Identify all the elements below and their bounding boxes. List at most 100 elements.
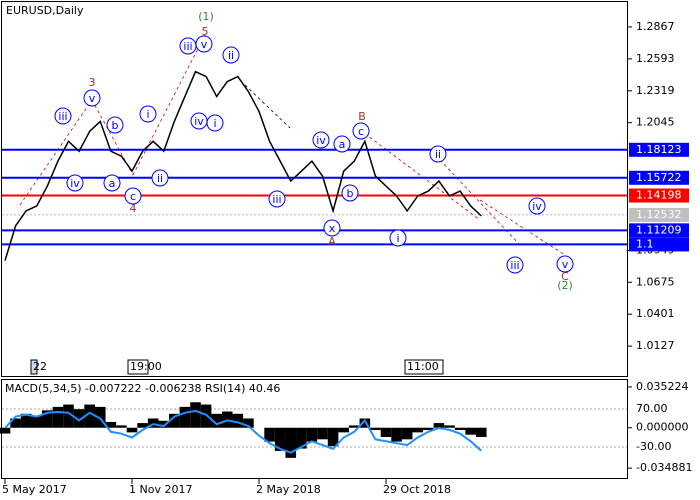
wave-label: A bbox=[328, 235, 336, 248]
level-label-box bbox=[629, 142, 689, 157]
histogram-bar bbox=[31, 416, 43, 428]
histogram-bar bbox=[20, 413, 32, 428]
wave-circle bbox=[528, 197, 546, 215]
trend-line bbox=[91, 99, 134, 176]
wave-circle bbox=[195, 35, 213, 53]
histogram-bar bbox=[274, 427, 286, 451]
indicator-title: MACD(5,34,5) -0.007222 -0.006238 RSI(14)… bbox=[5, 382, 280, 395]
wave-circle bbox=[103, 174, 121, 192]
wave-label: (1) bbox=[198, 10, 214, 23]
time-marker-box bbox=[404, 359, 444, 375]
histogram-bar bbox=[63, 404, 74, 428]
wave-circle bbox=[222, 46, 240, 64]
histogram-bar bbox=[126, 427, 138, 433]
wave-label: iii bbox=[272, 193, 281, 206]
x-tick-label: 1 Nov 2017 bbox=[129, 483, 192, 496]
wave-label: (2) bbox=[557, 279, 573, 292]
time-marker-box bbox=[127, 359, 149, 375]
wave-label: i bbox=[146, 108, 149, 121]
y-tick-label: 1.2593 bbox=[636, 52, 675, 65]
histogram-bar bbox=[243, 418, 254, 428]
y-tick-label: 1.0127 bbox=[636, 339, 675, 352]
wave-label: 4 bbox=[130, 202, 137, 215]
y-tick-label: -0.034881 bbox=[636, 461, 692, 474]
trend-line bbox=[132, 34, 206, 176]
histogram-bar bbox=[380, 427, 392, 437]
wave-circle bbox=[323, 219, 341, 237]
level-label: 1.11209 bbox=[636, 223, 682, 236]
x-tick-label: 2 May 2018 bbox=[256, 483, 321, 496]
wave-circle bbox=[54, 107, 72, 125]
wave-label: i bbox=[396, 232, 399, 245]
wave-circle bbox=[506, 256, 524, 274]
x-tick-label: 29 Oct 2018 bbox=[383, 483, 451, 496]
wave-circle bbox=[83, 89, 101, 107]
wave-label: v bbox=[201, 38, 208, 51]
histogram-bar bbox=[116, 425, 127, 428]
level-label: 1.15722 bbox=[636, 171, 682, 184]
histogram-bar bbox=[200, 404, 212, 428]
main-panel bbox=[1, 1, 628, 377]
trend-line bbox=[479, 199, 566, 256]
histogram-bar bbox=[94, 406, 106, 428]
wave-label: ii bbox=[435, 148, 441, 161]
level-label-box bbox=[629, 237, 689, 252]
wave-label: iv bbox=[70, 177, 80, 190]
histogram-bar bbox=[84, 404, 95, 428]
histogram-bar bbox=[0, 427, 11, 434]
wave-circle bbox=[312, 131, 330, 149]
histogram-bar bbox=[190, 402, 201, 428]
histogram-bar bbox=[306, 427, 318, 442]
y-tick-label: 1.0401 bbox=[636, 307, 675, 320]
histogram-bar bbox=[370, 427, 381, 431]
histogram-bar bbox=[232, 413, 244, 428]
wave-label: b bbox=[112, 119, 119, 132]
histogram-bar bbox=[359, 418, 371, 428]
histogram-bar bbox=[317, 427, 328, 440]
wave-label: iii bbox=[183, 40, 192, 53]
histogram-bar bbox=[264, 427, 275, 442]
wave-label: v bbox=[89, 92, 96, 105]
histogram-bar bbox=[401, 427, 413, 440]
histogram-bar bbox=[444, 425, 455, 428]
x-tick-label: 5 May 2017 bbox=[2, 483, 67, 496]
wave-circle bbox=[352, 122, 370, 140]
wave-label: C bbox=[561, 270, 569, 283]
histogram-bar bbox=[475, 427, 487, 437]
last-price-label: 1.12532 bbox=[636, 208, 682, 221]
histogram-bar bbox=[169, 413, 180, 428]
histogram-bar bbox=[105, 421, 117, 428]
wave-label: iii bbox=[58, 110, 67, 123]
indicator-line bbox=[4, 409, 482, 454]
chart-title: EURUSD,Daily bbox=[6, 4, 84, 17]
wave-label: c bbox=[358, 125, 364, 138]
trend-line bbox=[359, 129, 481, 221]
y2-tick-label: -30.00 bbox=[636, 440, 671, 453]
wave-circle bbox=[429, 145, 447, 163]
level-label: 1.18123 bbox=[636, 143, 682, 156]
wave-circle bbox=[268, 190, 286, 208]
wave-circle bbox=[556, 255, 574, 273]
wave-label: a bbox=[339, 138, 346, 151]
histogram-bar bbox=[433, 423, 445, 428]
histogram-bar bbox=[211, 413, 222, 428]
histogram-bar bbox=[158, 420, 170, 428]
wave-label: iii bbox=[510, 259, 519, 272]
wave-circle bbox=[341, 184, 359, 202]
histogram-bar bbox=[423, 427, 434, 431]
y-tick-label: 0.000000 bbox=[636, 421, 689, 434]
wave-label: B bbox=[358, 110, 366, 123]
histogram-bar bbox=[137, 423, 148, 428]
histogram-bar bbox=[454, 427, 466, 431]
level-label-box bbox=[629, 188, 689, 203]
histogram-bar bbox=[147, 418, 159, 428]
price-line bbox=[4, 70, 482, 261]
wave-label: ii bbox=[157, 172, 163, 185]
y-tick-label: 1.2045 bbox=[636, 116, 675, 129]
histogram-bar bbox=[338, 427, 349, 433]
histogram-bar bbox=[296, 427, 307, 449]
time-marker: 19:00 bbox=[130, 360, 162, 373]
histogram-bar bbox=[10, 418, 21, 428]
wave-label: ii bbox=[228, 49, 234, 62]
